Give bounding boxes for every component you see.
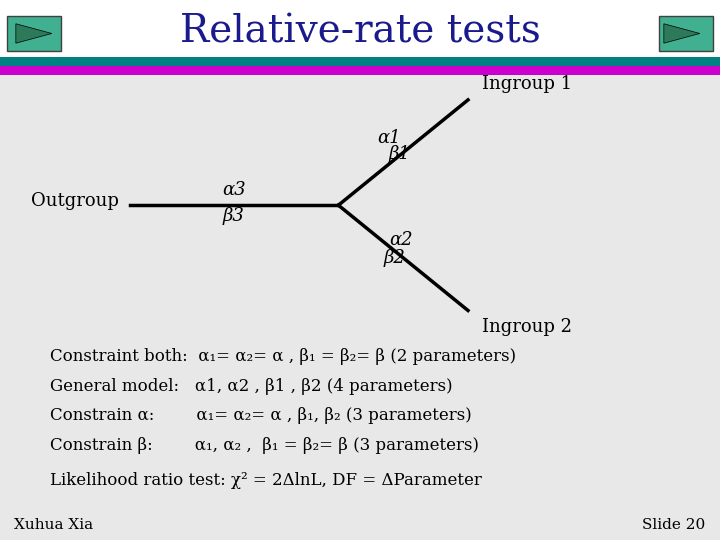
- Text: Ingroup 2: Ingroup 2: [482, 318, 572, 336]
- Text: β1: β1: [389, 145, 410, 163]
- Polygon shape: [16, 24, 52, 43]
- Text: Likelihood ratio test: χ² = 2ΔlnL, DF = ΔParameter: Likelihood ratio test: χ² = 2ΔlnL, DF = …: [50, 472, 482, 489]
- Text: Constrain α:        α₁= α₂= α , β₁, β₂ (3 parameters): Constrain α: α₁= α₂= α , β₁, β₂ (3 param…: [50, 407, 472, 424]
- Text: Constrain β:        α₁, α₂ ,  β₁ = β₂= β (3 parameters): Constrain β: α₁, α₂ , β₁ = β₂= β (3 para…: [50, 437, 480, 454]
- FancyBboxPatch shape: [0, 57, 720, 66]
- Text: Slide 20: Slide 20: [642, 518, 706, 532]
- Text: Ingroup 1: Ingroup 1: [482, 75, 572, 93]
- Text: α2: α2: [390, 231, 413, 249]
- FancyBboxPatch shape: [0, 66, 720, 75]
- FancyBboxPatch shape: [659, 16, 713, 51]
- Text: α1: α1: [377, 129, 400, 147]
- Text: Relative-rate tests: Relative-rate tests: [179, 14, 541, 51]
- Text: Outgroup: Outgroup: [31, 192, 119, 211]
- Polygon shape: [664, 24, 700, 43]
- Text: General model:   α1, α2 , β1 , β2 (4 parameters): General model: α1, α2 , β1 , β2 (4 param…: [50, 377, 453, 395]
- Text: β2: β2: [384, 248, 405, 267]
- Text: β3: β3: [223, 207, 245, 225]
- Text: Constraint both:  α₁= α₂= α , β₁ = β₂= β (2 parameters): Constraint both: α₁= α₂= α , β₁ = β₂= β …: [50, 348, 516, 365]
- FancyBboxPatch shape: [0, 66, 720, 540]
- Text: Xuhua Xia: Xuhua Xia: [14, 518, 94, 532]
- FancyBboxPatch shape: [0, 0, 720, 66]
- FancyBboxPatch shape: [7, 16, 61, 51]
- Text: α3: α3: [222, 181, 246, 199]
